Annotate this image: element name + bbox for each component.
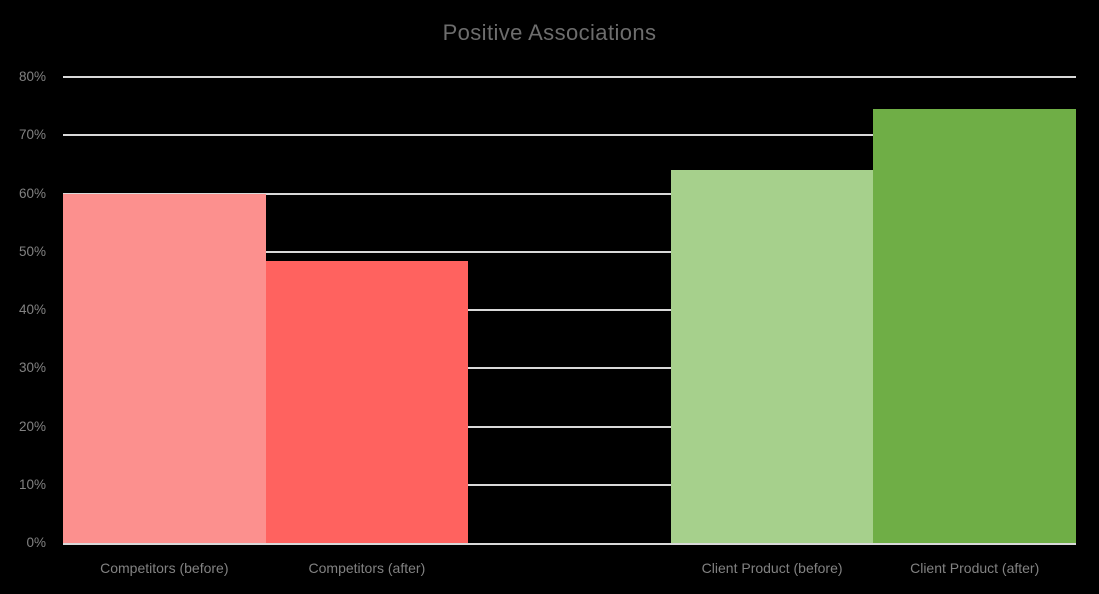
y-tick-20: 20% [18,418,46,434]
y-tick-30: 30% [18,360,46,376]
gridline-30 [63,367,1076,370]
y-tick-0: 0% [26,535,46,550]
y-tick-40: 40% [18,302,46,317]
gridline-20 [63,425,1076,428]
y-tick-10: 10% [18,476,46,492]
gridline-40 [63,309,1076,311]
gridline-60 [63,192,1076,195]
bar-competitors-before[interactable] [63,193,266,543]
x-label-client-product-after: Client Product (after) [910,560,1040,576]
gridline-50 [63,250,1076,253]
plot-area [63,76,1076,545]
y-tick-50: 50% [18,243,46,259]
y-tick-70: 70% [18,127,46,143]
y-tick-80: 80% [18,69,46,84]
x-label-client-product-before: Client Product (before) [701,560,843,576]
bar-client-product-after[interactable] [873,109,1076,543]
bar-client-product-before[interactable] [671,170,873,543]
x-label-competitors-before: Competitors (before) [100,560,229,576]
gridline-10 [63,483,1076,486]
gridline-80 [63,76,1076,78]
y-tick-60: 60% [18,185,46,201]
gridline-0 [63,543,1076,545]
x-label-competitors-after: Competitors (after) [308,560,426,576]
bar-competitors-after[interactable] [266,260,468,543]
chart-title: Positive Associations [442,20,657,45]
gridline-70 [63,134,1076,137]
